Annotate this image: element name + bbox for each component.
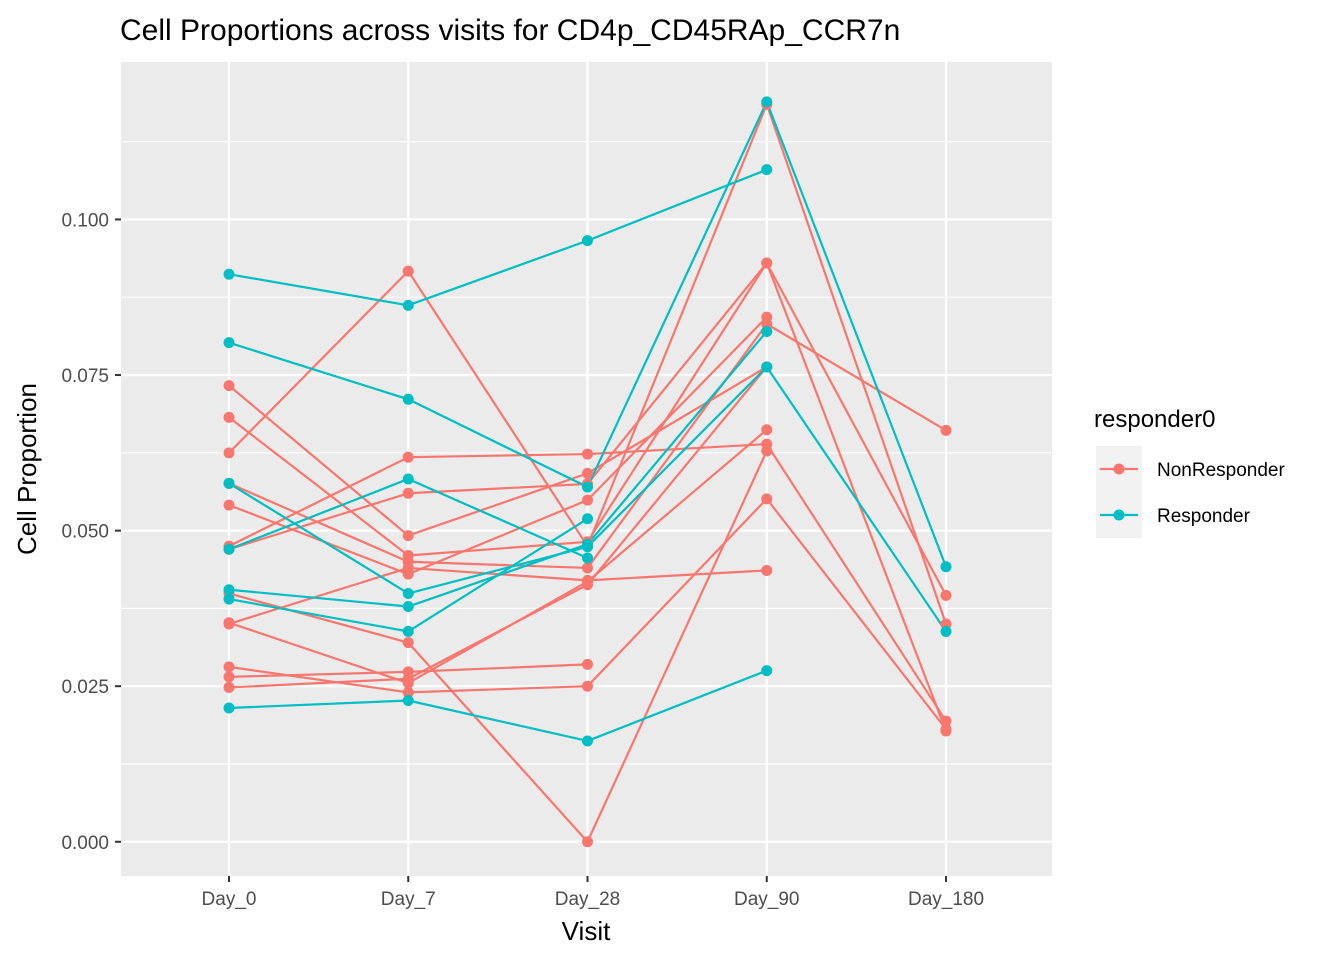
data-point (761, 257, 773, 269)
data-point (940, 723, 952, 735)
legend-title: responder0 (1094, 406, 1215, 433)
y-axis: 0.000 0.025 0.050 0.075 0.100 (61, 210, 121, 854)
data-point (940, 589, 952, 601)
series-line (228, 365, 768, 537)
data-point (940, 561, 952, 573)
y-tick-label: 0.000 (61, 833, 109, 854)
data-point (402, 587, 414, 599)
data-point (223, 380, 235, 392)
data-point (761, 325, 773, 337)
data-point (582, 481, 593, 493)
data-point (402, 393, 414, 405)
data-point (402, 265, 414, 277)
data-point (582, 658, 593, 670)
data-point (582, 735, 593, 747)
data-point (761, 445, 773, 457)
data-point (761, 361, 773, 373)
data-point (223, 661, 235, 673)
data-point (582, 467, 593, 479)
data-point (940, 625, 952, 637)
data-point (582, 494, 593, 506)
x-tick-label: Day_0 (202, 889, 257, 910)
data-point (223, 671, 235, 683)
data-point (582, 552, 593, 564)
data-point (402, 695, 414, 707)
data-point (402, 530, 414, 542)
data-point (223, 681, 235, 693)
data-point (761, 665, 773, 677)
data-point (402, 299, 414, 311)
data-point (582, 448, 593, 460)
y-axis-title: Cell Proportion (12, 383, 42, 555)
data-point (761, 164, 773, 176)
x-tick-label: Day_180 (908, 889, 984, 910)
data-point (223, 499, 235, 511)
data-point (402, 673, 414, 685)
data-point (582, 235, 593, 247)
x-axis-title: Visit (562, 916, 611, 946)
data-point (223, 411, 235, 423)
data-point (582, 513, 593, 525)
legend: responder0 NonResponder Responder (1094, 406, 1285, 538)
y-tick-label: 0.050 (61, 522, 109, 543)
legend-entries: NonResponder Responder (1096, 446, 1285, 538)
data-point (582, 836, 593, 848)
data-point (402, 601, 414, 613)
x-axis: Day_0 Day_7 Day_28 Day_90 Day_180 (202, 876, 984, 910)
y-tick-label: 0.025 (61, 677, 109, 698)
data-point (223, 477, 235, 489)
data-point (402, 487, 414, 499)
x-tick-label: Day_90 (734, 889, 800, 910)
data-point (761, 311, 773, 323)
data-point (940, 424, 952, 436)
data-point (761, 424, 773, 436)
series-line (228, 450, 768, 843)
data-point (582, 538, 593, 550)
data-point (223, 593, 235, 605)
legend-key-point (1113, 509, 1125, 521)
data-point (582, 680, 593, 692)
data-point (940, 715, 952, 727)
data-point (402, 473, 414, 485)
legend-label: Responder (1157, 506, 1251, 527)
y-tick-label: 0.100 (61, 210, 109, 231)
x-tick-label: Day_28 (555, 889, 621, 910)
series-line (228, 669, 768, 743)
data-point (223, 543, 235, 555)
legend-key-point (1113, 463, 1125, 475)
data-point (223, 702, 235, 714)
data-point (402, 562, 414, 574)
data-point (761, 493, 773, 505)
data-point (402, 451, 414, 463)
data-point (761, 96, 773, 108)
data-point (223, 268, 235, 280)
data-point (582, 579, 593, 591)
x-tick-label: Day_7 (381, 889, 436, 910)
data-point (223, 337, 235, 349)
data-point (223, 584, 235, 596)
data-point (402, 637, 414, 649)
chart-title: Cell Proportions across visits for CD4p_… (120, 14, 900, 47)
series-points (223, 96, 952, 848)
data-point (761, 564, 773, 576)
data-point (582, 562, 593, 574)
series-line (228, 366, 768, 689)
legend-label: NonResponder (1157, 460, 1285, 481)
series-line (228, 168, 768, 307)
data-point (402, 686, 414, 698)
data-point (402, 625, 414, 637)
data-point (223, 447, 235, 459)
y-tick-label: 0.075 (61, 366, 109, 387)
data-point (223, 618, 235, 630)
